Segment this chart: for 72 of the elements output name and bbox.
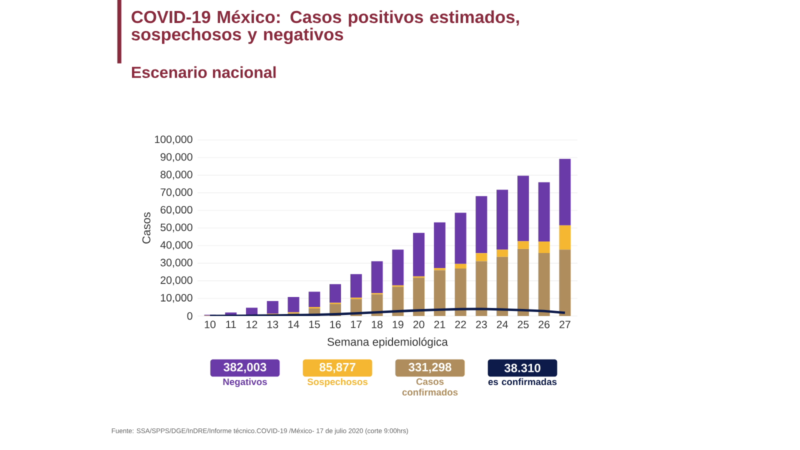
bar [454,264,466,268]
y-tick-label: 20,000 [160,276,192,286]
x-tick-label: 20 [413,320,424,328]
bar [413,278,425,316]
y-axis-title: Casos [142,212,150,244]
text: 85,877 [320,362,356,374]
bar [454,268,466,316]
bar [517,176,529,242]
bar [476,253,488,262]
x-tick-label: 25 [518,320,529,328]
bar [538,242,550,253]
text: Negativos [223,378,267,388]
text: 331,298 [408,362,452,374]
bar [288,296,300,312]
x-tick-label: 11 [226,320,236,328]
bar [496,256,508,316]
bar [434,270,446,316]
bar [559,158,571,226]
bar [476,261,488,316]
x-axis-title: Semana epidemiológica [328,337,448,348]
x-tick-label: 13 [268,320,278,328]
bar [454,212,466,264]
bar [559,225,571,250]
x-tick-label: 27 [560,320,570,328]
text: Sospechosos [307,378,368,387]
bar [559,250,571,316]
bar [496,190,508,250]
bar [476,196,488,254]
y-tick-label: 40,000 [160,241,192,250]
bar [392,286,404,316]
y-tick-label: 100,000 [155,136,192,144]
x-tick-label: 21 [434,320,446,328]
y-tick-label: 80,000 [160,170,192,180]
bar [371,261,383,294]
bar [434,222,446,268]
x-tick-label: 16 [330,320,341,328]
y-tick-label: 50,000 [160,224,192,232]
bar [413,232,425,276]
text: 38.310 [504,364,540,372]
x-tick-label: 24 [496,320,508,328]
chart-subtitle: Escenario nacional [132,66,276,78]
bar [517,248,529,316]
x-tick-label: 18 [372,320,382,328]
chart-title: COVID-19 México: Casos positivos estimados, sospechosos y negativos [132,10,519,44]
x-tick-label: 12 [246,320,258,328]
text: es confirmadas [488,378,557,386]
y-tick-label: 60,000 [160,206,192,215]
x-tick-label: 26 [538,320,550,328]
x-tick-label: 17 [351,320,362,328]
bar [308,292,320,308]
y-tick-label: 90,000 [160,153,192,162]
x-tick-label: 22 [455,320,466,328]
bar [350,274,362,298]
bar [496,250,508,257]
bar [246,308,258,315]
y-tick-label: 70,000 [160,188,192,198]
bar [517,241,529,249]
bar [538,182,550,242]
x-tick-label: 10 [204,320,216,328]
bar [392,250,404,286]
x-tick-label: 15 [309,320,320,328]
y-tick-label: 10,000 [160,294,192,303]
x-tick-label: 14 [288,320,300,328]
x-tick-label: 19 [392,320,404,328]
y-tick-label: 30,000 [160,258,192,268]
bar [538,252,550,316]
x-tick-label: 23 [476,320,487,328]
bar [266,301,278,314]
text: 382,003 [224,362,266,374]
y-tick-label: 0 [187,312,192,320]
bar [330,284,342,303]
text: Casos confirmados [402,378,458,396]
